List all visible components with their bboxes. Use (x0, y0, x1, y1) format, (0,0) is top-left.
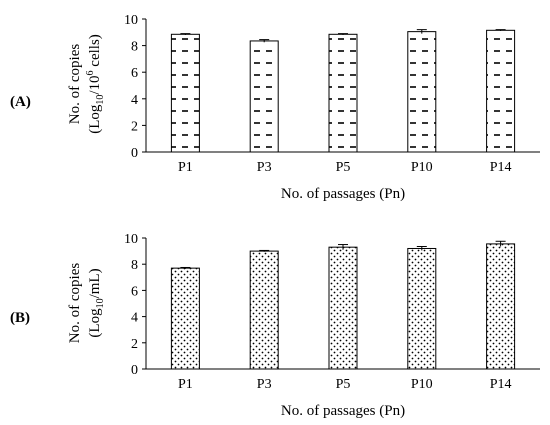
panel-a-bar (328, 33, 358, 153)
panel-b-x-tick-label: P1 (178, 377, 193, 392)
panel-a-x-tick-label: P5 (336, 160, 351, 175)
panel-b-bar (249, 250, 279, 370)
panel-b-y-tick-label: 8 (131, 258, 138, 273)
panel-a: (A) No. of copies (Log10/106 cells) 0246… (10, 13, 540, 202)
panel-b-ylabel-line1: No. of copies (67, 263, 83, 344)
panel-a-ylabel-mid: /10 (87, 75, 103, 94)
panel-b-bar (170, 267, 200, 370)
panel-b-ylabel-line2: (Log10/mL) (87, 268, 106, 337)
panel-b-bar (328, 246, 358, 370)
panel-a-y-tick-label: 0 (131, 146, 138, 161)
panel-b-plot: 0 2 4 6 8 10 P1 P3 P5 P10 P14 (124, 232, 540, 392)
panel-a-bar (486, 29, 516, 153)
panel-b-y-tick-label: 4 (131, 311, 138, 326)
panel-b-ylabel-suffix: /mL) (87, 268, 103, 298)
panel-b-x-tick-label: P14 (490, 377, 512, 392)
panel-b-bar (486, 243, 516, 370)
panel-a-y-tick-label: 6 (131, 66, 138, 81)
panel-b-ylabel-prefix: (Log (87, 308, 103, 338)
panel-a-x-tick-label: P1 (178, 160, 193, 175)
panel-b-xlabel: No. of passages (Pn) (281, 403, 405, 419)
panel-a-xlabel: No. of passages (Pn) (281, 186, 405, 202)
panel-a-ylabel-line1: No. of copies (67, 44, 83, 125)
panel-a-bar (170, 33, 200, 153)
panel-b-y-tick-label: 6 (131, 284, 138, 299)
panel-b-x-tick-label: P3 (257, 377, 272, 392)
panel-b-bar (407, 247, 437, 370)
panel-a-y-tick-label: 4 (131, 93, 138, 108)
panel-a-y-tick-label: 2 (131, 119, 138, 134)
panel-b-y-tick-label: 0 (131, 363, 138, 378)
panel-a-ylabel-sub: 10 (95, 95, 106, 105)
panel-a-ylabel-sup: 6 (85, 70, 96, 75)
panel-a-x-tick-label: P10 (411, 160, 433, 175)
panel-b-x-tick-label: P10 (411, 377, 433, 392)
panel-a-y-tick-label: 10 (124, 13, 138, 28)
panel-a-x-tick-label: P14 (490, 160, 512, 175)
panel-a-label: (A) (10, 94, 31, 110)
panel-b-x-tick-label: P5 (336, 377, 351, 392)
panel-a-plot: 0 2 4 6 8 10 P1 P3 P5 P10 P14 (124, 13, 540, 175)
panel-b-y-tick-label: 2 (131, 337, 138, 352)
panel-b-ylabel-sub: 10 (95, 298, 106, 308)
panel-a-ylabel-line2: (Log10/106 cells) (85, 34, 106, 134)
panel-b-y-tick-label: 10 (124, 232, 138, 247)
panel-a-ylabel-suffix: cells) (87, 34, 103, 70)
panel-a-ylabel-prefix: (Log (87, 104, 103, 134)
panel-a-x-tick-label: P3 (257, 160, 272, 175)
panel-a-bar (407, 31, 437, 153)
panel-a-bar (249, 40, 279, 153)
panel-a-y-tick-label: 8 (131, 40, 138, 55)
panel-b-label: (B) (10, 310, 30, 326)
